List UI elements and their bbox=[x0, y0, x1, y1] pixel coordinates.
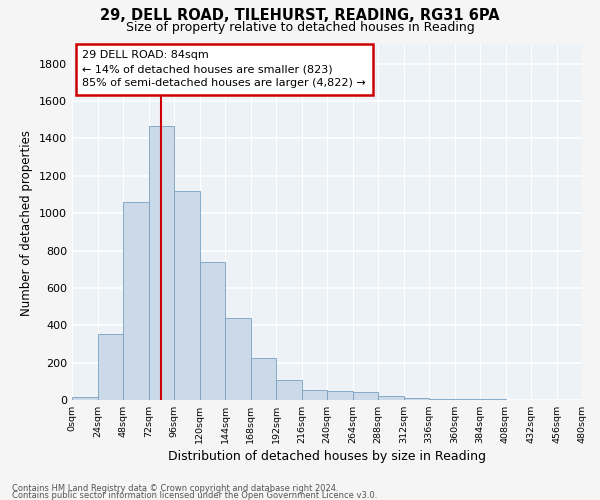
Text: 29 DELL ROAD: 84sqm
← 14% of detached houses are smaller (823)
85% of semi-detac: 29 DELL ROAD: 84sqm ← 14% of detached ho… bbox=[82, 50, 366, 88]
Bar bbox=[225, 318, 251, 400]
Bar bbox=[72, 396, 97, 400]
Bar bbox=[378, 396, 404, 400]
Bar bbox=[327, 390, 353, 400]
Bar bbox=[276, 380, 302, 400]
Text: Contains public sector information licensed under the Open Government Licence v3: Contains public sector information licen… bbox=[12, 490, 377, 500]
Bar bbox=[302, 390, 327, 400]
Text: Contains HM Land Registry data © Crown copyright and database right 2024.: Contains HM Land Registry data © Crown c… bbox=[12, 484, 338, 493]
Bar bbox=[429, 398, 455, 400]
Bar bbox=[149, 126, 174, 400]
X-axis label: Distribution of detached houses by size in Reading: Distribution of detached houses by size … bbox=[168, 450, 486, 464]
Bar bbox=[199, 262, 225, 400]
Bar bbox=[97, 334, 123, 400]
Text: Size of property relative to detached houses in Reading: Size of property relative to detached ho… bbox=[125, 21, 475, 34]
Y-axis label: Number of detached properties: Number of detached properties bbox=[20, 130, 34, 316]
Bar bbox=[123, 202, 149, 400]
Bar bbox=[174, 190, 199, 400]
Text: 29, DELL ROAD, TILEHURST, READING, RG31 6PA: 29, DELL ROAD, TILEHURST, READING, RG31 … bbox=[100, 8, 500, 22]
Bar bbox=[353, 392, 378, 400]
Bar bbox=[251, 358, 276, 400]
Bar bbox=[404, 398, 429, 400]
